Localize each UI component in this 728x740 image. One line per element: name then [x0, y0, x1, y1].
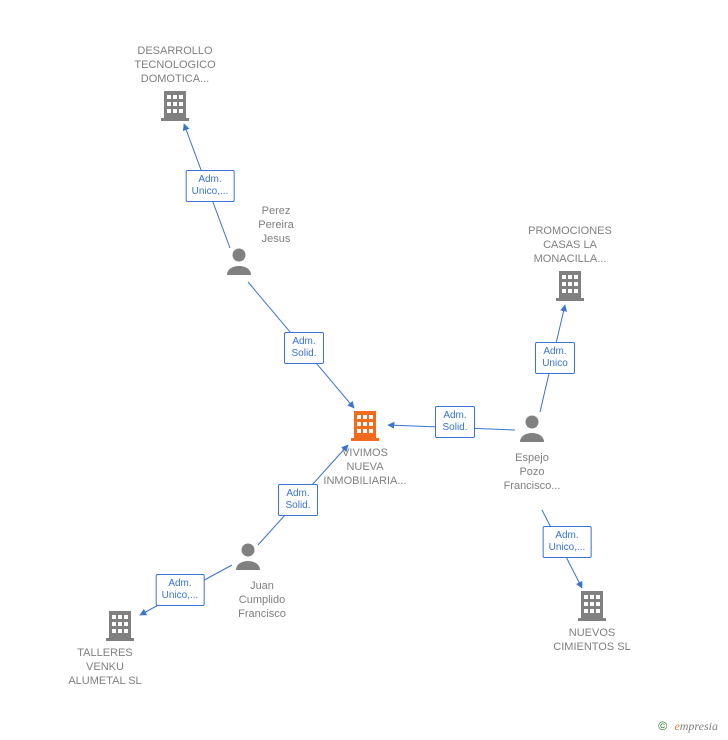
- company-icon[interactable]: [161, 91, 189, 121]
- edge-label: Adm. Solid.: [278, 484, 318, 516]
- person-icon[interactable]: [520, 416, 544, 443]
- company-icon[interactable]: [106, 611, 134, 641]
- company-icon[interactable]: [578, 591, 606, 621]
- company-icon[interactable]: [556, 271, 584, 301]
- person-icon[interactable]: [227, 249, 251, 276]
- copyright-symbol: ©: [658, 719, 667, 733]
- edge-label: Adm. Unico,...: [543, 526, 592, 558]
- edge-label: Adm. Unico,...: [186, 170, 235, 202]
- brand-rest: mpresia: [680, 719, 718, 733]
- diagram-canvas: [0, 0, 728, 740]
- edge-label: Adm. Solid.: [435, 406, 475, 438]
- person-icon[interactable]: [236, 544, 260, 571]
- edge-label: Adm. Unico: [535, 342, 575, 374]
- edge-label: Adm. Unico,...: [156, 574, 205, 606]
- company-icon-highlight[interactable]: [351, 411, 379, 441]
- footer-credit: © empresia: [658, 719, 718, 734]
- edge-label: Adm. Solid.: [284, 332, 324, 364]
